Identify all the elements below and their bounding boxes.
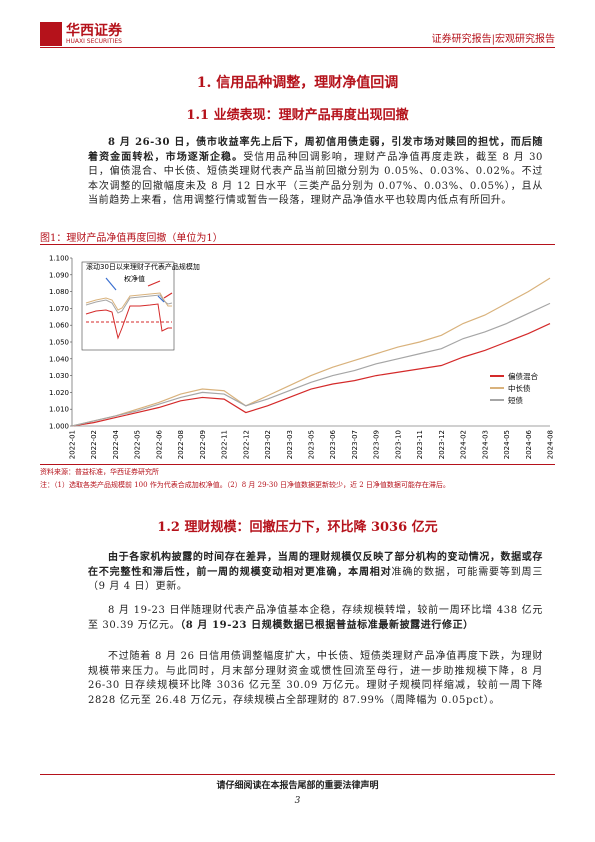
x-tick-label: 2023-05 [308,430,316,459]
series-line [71,322,551,427]
x-tick-label: 2024-06 [525,429,533,459]
arrow [157,295,165,303]
inset-line [85,303,172,340]
x-tick-label: 2022-05 [134,430,142,459]
legend-label: 偏债混合 [508,371,538,381]
y-tick-label: 1.050 [49,339,69,347]
x-tick-label: 2023-10 [394,430,402,459]
text-run: 8 月 19-23 日伴随理财代表产品净值基本企稳，存续规模转增，较前一周环比增… [88,605,543,631]
paragraph: 由于各家机构披露的时间存在差异，当周的理财规模仅反映了部分机构的变动情况，数据或… [88,551,543,595]
figure-title: 图1：理财产品净值再度回撤（单位为1） [40,233,223,244]
x-tick-label: 2022-09 [199,430,207,459]
logo: 华西证券 [66,23,122,39]
x-tick-label: 2022-06 [155,429,163,459]
arrow [147,280,161,287]
figure-note: 注：（1）选取各类产品规模前 100 作为代表合成加权净值。（2）8 月 29-… [40,481,450,489]
x-tick-label: 2022-11 [221,430,229,459]
legend-label: 短债 [508,395,523,405]
x-tick-label: 2023-02 [264,430,272,459]
header-rule [40,47,555,48]
text-run: 准确的数据，可能需要等到周三（9 月 4 日）更新。 [88,566,543,593]
page-number: 3 [294,796,301,806]
x-tick-label: 2024-05 [503,430,511,459]
inset-line [85,294,173,314]
x-tick-label: 2024-03 [481,430,489,459]
x-tick-label: 2023-06 [329,429,337,459]
inset-line [85,292,172,311]
series-line [71,277,551,427]
x-tick-label: 2024-02 [460,430,468,459]
figure-rule [40,244,555,245]
figure-source: 资料来源：普益标准，华西证券研究所 [40,468,159,476]
x-tick-label: 2024-08 [547,430,555,459]
logo-en: HUAXI SECURITIES [66,38,122,45]
series-line [71,302,551,427]
inset-annotation: 权净值 [124,274,145,283]
y-tick-label: 1.090 [49,271,69,279]
y-tick-label: 1.100 [49,255,69,263]
y-tick-label: 1.070 [49,305,69,313]
paragraph: 不过随着 8 月 26 日信用债调整幅度扩大，中长债、短债类理财产品净值再度下跌… [88,650,543,708]
section-subtitle: 1.2 理财规模：回撤压力下，环比降 3036 亿元 [157,520,438,535]
y-tick-label: 1.040 [49,355,69,363]
text-run: 受信用品种回调影响，理财产品净值再度走跌，截至 8 月 30 日，偏债混合、中长… [88,151,543,207]
x-tick-label: 2022-08 [177,430,185,459]
x-tick-label: 2023-09 [373,430,381,459]
x-tick-label: 2022-02 [90,430,98,459]
y-tick-label: 1.030 [49,372,69,380]
paragraph: 8 月 26-30 日，债市收益率先上后下，周初信用债走弱，引发市场对赎回的担忧… [88,136,543,209]
x-tick-label: 2022-12 [242,430,250,459]
arrow [163,292,173,299]
inset-annotation: 滚动30日以来理财子代表产品规模加 [86,262,200,271]
disclaimer: 请仔细阅读在本报告尾部的重要法律声明 [216,781,379,791]
y-tick-label: 1.080 [49,288,69,296]
x-tick-label: 2023-03 [286,430,294,459]
x-tick-label: 2023-07 [351,430,359,459]
logo-icon [40,22,62,46]
legend-label: 中长债 [508,383,531,393]
paragraph: 8 月 19-23 日伴随理财代表产品净值基本企稳，存续规模转增，较前一周环比增… [88,604,543,633]
text-run: 不过随着 8 月 26 日信用债调整幅度扩大，中长债、短债类理财产品净值再度下跌… [88,651,543,706]
text-run: 8 月 26-30 日，债市收益率先上后下，周初信用债走弱，引发市场对赎回的担忧… [88,137,543,163]
section-title: 1. 信用品种调整，理财净值回调 [196,75,399,91]
footer-rule [40,774,555,775]
x-tick-label: 2022-04 [112,429,120,459]
text-run: 由于各家机构披露的时间存在差异，当周的理财规模仅反映了部分机构的变动情况，数据或… [88,552,543,578]
y-tick-label: 1.020 [49,389,69,397]
arrow [105,277,117,291]
x-tick-label: 2022-01 [69,430,77,459]
figure-rule [40,464,555,465]
report-type: 证券研究报告|宏观研究报告 [431,34,555,45]
section-subtitle: 1.1 业绩表现：理财产品再度出现回撤 [186,108,409,123]
x-tick-label: 2023-11 [416,430,424,459]
y-tick-label: 1.060 [49,322,69,330]
text-run: （8 月 19-23 日规模数据已根据普益标准最新披露进行修正） [180,619,474,631]
y-tick-label: 1.010 [49,406,69,414]
chart: 滚动30日以来理财子代表产品规模加 权净值 1.000 1.010 1.020 1.0… [49,255,555,460]
x-tick-label: 2023-12 [438,430,446,459]
y-tick-label: 1.000 [49,423,69,431]
